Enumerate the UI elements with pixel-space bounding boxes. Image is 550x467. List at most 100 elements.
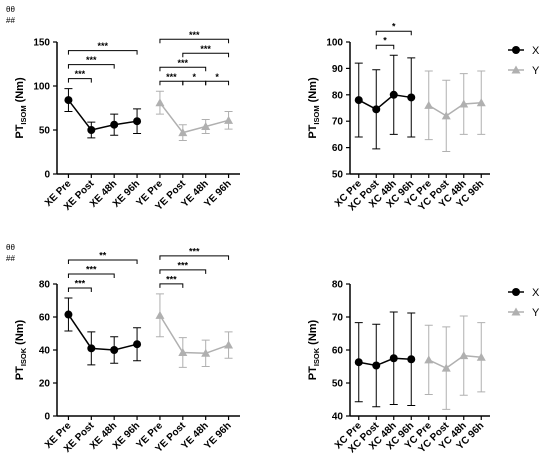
marker — [407, 355, 416, 364]
y-tick-label: 90 — [332, 64, 344, 75]
significance-label: ** — [99, 251, 107, 261]
significance-label: *** — [75, 69, 86, 79]
marker — [224, 340, 234, 349]
marker — [87, 126, 96, 134]
significance-bracket — [67, 287, 92, 293]
legend-label: X — [532, 287, 540, 299]
significance-bracket — [375, 44, 395, 50]
significance-bracket — [159, 80, 184, 86]
marker — [155, 310, 165, 319]
y-tick-label: 60 — [332, 346, 344, 357]
marker — [476, 98, 486, 107]
series-line — [428, 354, 482, 370]
series-line — [358, 94, 412, 111]
significance-label: *** — [178, 58, 189, 68]
marker — [511, 307, 521, 316]
annotation: ## — [6, 16, 15, 25]
y-tick-label: 60 — [332, 143, 344, 154]
y-tick-label: 60 — [39, 313, 51, 324]
marker — [512, 46, 520, 54]
significance-label: * — [215, 72, 219, 82]
y-label-unit: (Nm) — [307, 319, 319, 344]
y-label-main: PT — [307, 366, 319, 380]
marker — [155, 98, 165, 107]
marker — [224, 115, 234, 124]
marker — [178, 347, 188, 356]
marker — [178, 128, 188, 137]
significance-label: * — [392, 22, 396, 32]
y-label-unit: (Nm) — [14, 319, 26, 344]
significance-bracket — [67, 50, 138, 55]
marker — [110, 346, 119, 354]
y-tick-label: 0 — [44, 170, 50, 181]
marker — [407, 93, 416, 102]
y-tick-label: 100 — [33, 82, 50, 93]
marker — [511, 65, 521, 74]
series-line — [67, 99, 138, 131]
legend-label: Y — [532, 307, 540, 319]
y-tick-label: 80 — [39, 280, 51, 291]
legend-label: X — [532, 45, 540, 57]
y-tick-label: 20 — [39, 379, 51, 390]
y-tick-label: 40 — [39, 346, 51, 357]
significance-bracket — [159, 283, 184, 288]
y-label-main: PT — [307, 124, 319, 138]
significance-label: *** — [97, 41, 108, 51]
significance-label: *** — [200, 44, 211, 54]
marker — [64, 96, 73, 105]
significance-label: *** — [166, 274, 177, 284]
significance-label: *** — [189, 246, 200, 256]
y-tick-label: 80 — [332, 90, 344, 101]
significance-bracket — [182, 80, 207, 86]
annotation: θθ — [6, 243, 15, 252]
significance-label: *** — [75, 279, 86, 289]
significance-bracket — [159, 38, 230, 44]
marker — [424, 355, 434, 364]
y-axis-label: PTISOK (Nm) — [14, 319, 28, 380]
marker — [133, 117, 142, 126]
marker — [476, 352, 486, 361]
y-tick-label: 70 — [332, 313, 344, 324]
y-label-unit: (Nm) — [307, 77, 319, 102]
y-label-sub: ISOK — [312, 347, 321, 366]
marker — [459, 351, 469, 360]
significance-bracket — [375, 30, 412, 36]
marker — [133, 340, 142, 349]
y-label-unit: (Nm) — [14, 77, 26, 102]
significance-bracket — [159, 66, 207, 72]
significance-bracket — [67, 78, 92, 83]
y-label-sub: ISOM — [312, 105, 321, 124]
significance-bracket — [67, 259, 138, 265]
marker — [459, 99, 469, 108]
marker — [110, 120, 119, 129]
y-tick-label: 50 — [332, 170, 344, 181]
y-axis-label: PTISOM (Nm) — [307, 77, 321, 139]
marker — [389, 90, 398, 99]
significance-label: * — [192, 72, 196, 82]
series-line — [428, 101, 482, 117]
significance-bracket — [205, 80, 230, 86]
annotation: ## — [6, 254, 15, 263]
marker — [512, 288, 520, 296]
significance-label: *** — [86, 265, 97, 275]
marker — [201, 121, 211, 130]
significance-label: *** — [86, 55, 97, 65]
y-tick-label: 0 — [44, 412, 50, 423]
legend-label: Y — [532, 65, 540, 77]
marker — [372, 105, 381, 114]
y-axis-label: PTISOK (Nm) — [307, 319, 321, 380]
y-tick-label: 40 — [332, 412, 344, 423]
series-line — [67, 314, 138, 351]
marker — [441, 363, 451, 372]
series-line — [358, 357, 412, 367]
significance-label: *** — [166, 72, 177, 82]
significance-bracket — [159, 255, 230, 260]
significance-bracket — [159, 269, 207, 274]
significance-bracket — [182, 52, 230, 58]
y-tick-label: 70 — [332, 117, 344, 128]
significance-bracket — [67, 64, 115, 69]
series-line — [159, 102, 229, 134]
annotation: θθ — [6, 5, 15, 14]
marker — [441, 111, 451, 120]
